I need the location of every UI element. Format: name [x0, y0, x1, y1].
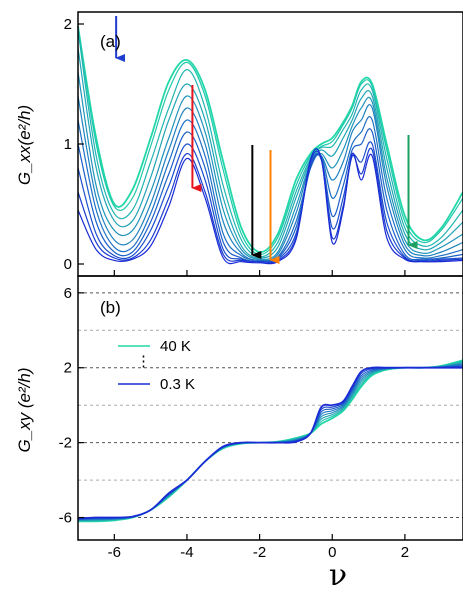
x-tick-label: -6 [108, 544, 121, 561]
x-tick-label: 2 [401, 544, 409, 561]
gxx-ytick-label: 0 [64, 256, 72, 273]
panel-a-gxx: 0 1 2 (a) G_xx(e²/h) [15, 11, 463, 277]
gxy-ytick-label: 2 [64, 360, 72, 377]
gxx-series-11 [77, 148, 463, 265]
gxy-series-8 [77, 366, 463, 520]
gxx-axis-title: G_xx(e²/h) [15, 105, 34, 185]
gxy-ticks: -6 -2 2 6 -6 -4 -2 0 2 [59, 285, 409, 561]
panel-a-label: (a) [100, 32, 121, 51]
gxx-curves [77, 26, 463, 265]
gxx-arrows [115, 16, 418, 264]
gxy-plot-frame [77, 275, 463, 541]
legend-dots: ⋮ [136, 353, 151, 370]
gxx-series-6 [77, 95, 463, 262]
gxx-series-1 [77, 26, 463, 253]
gxx-ticks: 0 1 2 [64, 16, 406, 276]
x-tick-label: -4 [180, 544, 193, 561]
gxy-axis-title: G_xy (e²/h) [15, 367, 34, 452]
x-tick-label: -2 [253, 544, 266, 561]
gxx-series-9 [77, 141, 463, 263]
gxy-ytick-label: -6 [59, 510, 72, 527]
gxx-ytick-label: 1 [64, 136, 72, 153]
x-tick-label: 0 [328, 544, 336, 561]
gxy-gridlines [78, 292, 463, 519]
gxx-series-2 [77, 26, 463, 256]
legend-label-0-3k: 0.3 K [160, 376, 195, 393]
gxx-series-3 [77, 29, 463, 258]
gxy-ytick-label: -2 [59, 435, 72, 452]
gxy-series-2 [77, 360, 463, 522]
gxx-series-4 [77, 47, 463, 259]
gxx-series-7 [77, 116, 463, 262]
x-axis-title: ν [329, 558, 347, 593]
panel-b-gxy: -6 -2 2 6 -6 -4 -2 0 2 (b) G_xy (e²/h) 40 K ⋮ 0.… [15, 275, 463, 561]
panel-b-label: (b) [100, 298, 121, 317]
gxx-ytick-label: 2 [64, 16, 72, 33]
gxx-series-5 [77, 71, 463, 261]
legend: 40 K ⋮ 0.3 K [118, 338, 195, 393]
gxy-curves [77, 359, 463, 523]
gxy-ytick-label: 6 [64, 285, 72, 302]
legend-label-40k: 40 K [160, 338, 191, 355]
gxx-series-8 [77, 128, 463, 263]
